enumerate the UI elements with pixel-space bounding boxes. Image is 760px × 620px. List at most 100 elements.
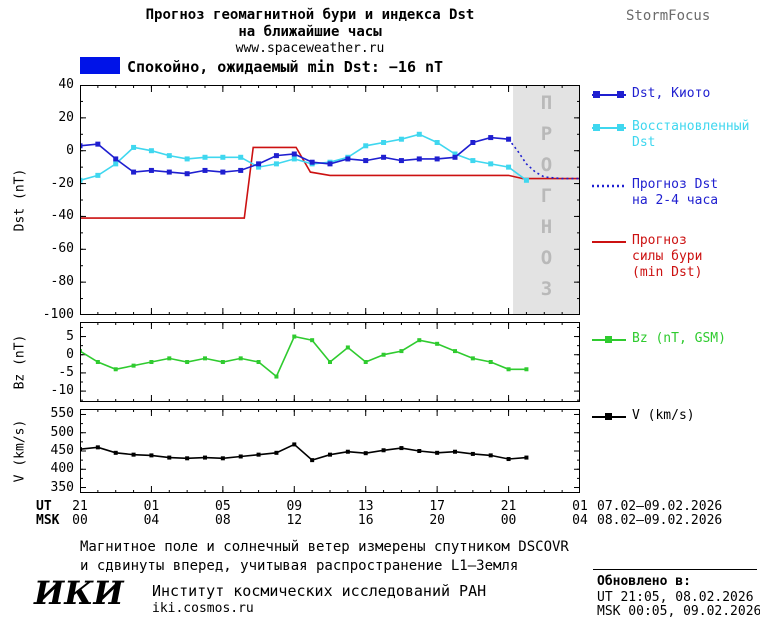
- v-marker: [524, 455, 529, 460]
- bz-plot-svg: [80, 322, 580, 402]
- y-tick-label: 450: [50, 443, 74, 458]
- y-tick-label: 350: [50, 479, 74, 495]
- y-tick-label: 500: [50, 424, 74, 440]
- v-marker: [167, 455, 172, 460]
- bz-marker: [203, 356, 207, 361]
- restored-dst-marker: [131, 144, 137, 150]
- restored-dst-marker: [506, 164, 512, 170]
- v-marker: [95, 445, 100, 450]
- dst-kyoto-marker: [327, 161, 333, 167]
- dst-plot-svg: [80, 85, 580, 315]
- v-swatch-icon: [592, 413, 626, 420]
- bz-chart: [80, 322, 580, 402]
- bz-marker: [524, 367, 529, 372]
- plot-border: [80, 322, 580, 402]
- v-plot-svg: [80, 409, 580, 493]
- y-tick-label: -5: [58, 364, 74, 380]
- x-tick-label: 08: [215, 513, 231, 528]
- institute-name: Институт космических исследований РАН: [152, 582, 487, 600]
- v-chart: [80, 409, 580, 493]
- storm-forecast-swatch-icon: [592, 241, 626, 243]
- dst-kyoto-marker: [80, 143, 83, 149]
- swatch-marker: [605, 336, 612, 343]
- bz-marker: [292, 334, 297, 339]
- v-line: [80, 443, 527, 461]
- dst-axis-title: Dst (nT): [12, 168, 28, 232]
- bz-marker: [417, 338, 422, 343]
- updated-label: Обновлено в:: [597, 574, 691, 589]
- bz-marker: [95, 360, 100, 364]
- dst-forecast-line: [507, 138, 580, 180]
- data-source-note-line1: Магнитное поле и солнечный ветер измерен…: [80, 539, 569, 555]
- dst-kyoto-marker: [113, 156, 119, 162]
- bz-y-axis-labels: 5 0 -5 -10: [26, 322, 76, 402]
- v-marker: [417, 449, 422, 453]
- y-tick-label: 5: [66, 328, 74, 344]
- legend-restored-dst-label: Восстановленный Dst: [632, 119, 750, 150]
- bz-marker: [435, 341, 440, 346]
- restored-dst-swatch-icon: [592, 124, 626, 131]
- legend-bz: Bz (nT, GSM): [592, 331, 726, 347]
- y-tick-label: 550: [50, 406, 74, 422]
- y-tick-label: 0: [66, 142, 74, 158]
- x-tick-label: 00: [500, 513, 517, 528]
- bz-marker: [310, 338, 315, 343]
- restored-dst-marker: [291, 156, 297, 162]
- restored-dst-marker: [184, 156, 190, 162]
- restored-dst-marker: [166, 153, 172, 159]
- v-marker: [328, 452, 332, 457]
- restored-dst-marker: [398, 136, 404, 142]
- bz-marker: [238, 356, 243, 361]
- legend-v-label: V (km/s): [632, 408, 695, 423]
- dst-kyoto-swatch-icon: [592, 91, 626, 98]
- restored-dst-marker: [148, 148, 154, 154]
- legend-v: V (km/s): [592, 408, 695, 424]
- legend-restored-dst: Восстановленный Dst: [592, 119, 749, 151]
- dst-forecast-swatch-icon: [592, 184, 626, 188]
- v-marker: [131, 452, 136, 457]
- legend-dst-forecast-label: Прогноз Dst на 2-4 часа: [632, 177, 719, 208]
- forecast-watermark: ПРОГНОЗ: [535, 91, 558, 309]
- dst-kyoto-marker: [166, 169, 172, 175]
- storm-level-swatch: [80, 57, 120, 74]
- plot-border: [80, 409, 580, 493]
- bz-marker: [131, 363, 136, 368]
- dst-kyoto-marker: [148, 167, 154, 173]
- bz-marker: [453, 349, 457, 354]
- y-tick-label: 0: [66, 346, 74, 362]
- restored-dst-marker: [363, 143, 369, 149]
- stormfocus-brand: StormFocus: [626, 8, 711, 24]
- v-marker: [453, 449, 457, 454]
- legend-storm-forecast: Прогноз силы бури (min Dst): [592, 233, 702, 281]
- x-tick-label: 04: [572, 513, 588, 528]
- x-tick-label: 09: [286, 499, 303, 514]
- y-tick-label: 400: [50, 461, 74, 477]
- bz-line: [80, 335, 527, 378]
- msk-tick-row: 00 04 08 12 16 20 00 04: [72, 513, 588, 528]
- v-marker: [238, 454, 243, 459]
- storm-status-text: Спокойно, ожидаемый min Dst: −16 nT: [127, 58, 444, 76]
- y-tick-label: 20: [58, 109, 74, 125]
- x-tick-label: 12: [286, 513, 303, 528]
- bz-marker: [220, 360, 225, 364]
- x-tick-label: 04: [143, 513, 160, 528]
- dst-kyoto-marker: [273, 153, 279, 159]
- dst-kyoto-marker: [470, 140, 476, 145]
- x-tick-label: 00: [72, 513, 88, 528]
- x-tick-label: 01: [143, 499, 160, 514]
- swatch-marker: [593, 91, 600, 98]
- x-tick-label: 16: [357, 513, 374, 528]
- ut-tick-row: 21 01 05 09 13 17 21 01: [72, 499, 588, 514]
- x-tick-label: 17: [429, 499, 445, 514]
- v-marker: [470, 451, 475, 456]
- dst-kyoto-marker: [220, 169, 226, 175]
- dst-kyoto-marker: [452, 154, 458, 160]
- y-tick-label: -10: [50, 383, 74, 399]
- restored-dst-marker: [256, 164, 262, 170]
- restored-dst-marker: [381, 140, 387, 145]
- legend-storm-forecast-label: Прогноз силы бури (min Dst): [632, 233, 703, 280]
- dst-kyoto-marker: [184, 171, 190, 177]
- iki-logo: ИКИ: [34, 574, 124, 612]
- v-marker: [113, 450, 118, 455]
- restored-dst-marker: [470, 158, 476, 164]
